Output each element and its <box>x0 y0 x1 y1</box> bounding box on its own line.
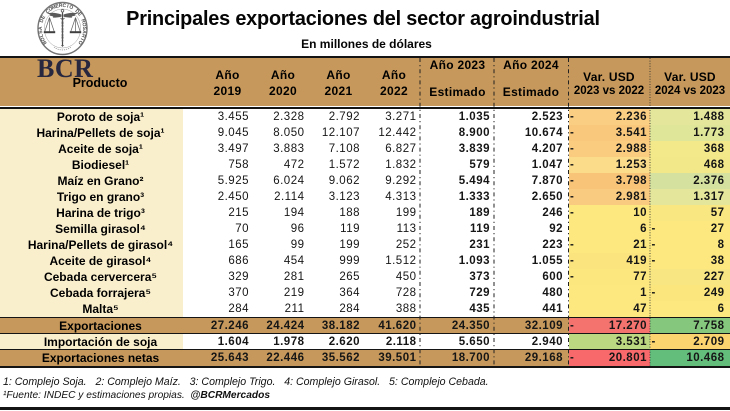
svg-text:C: C <box>45 8 52 15</box>
svg-text:D: D <box>74 8 81 15</box>
svg-text:R: R <box>59 3 63 9</box>
svg-text:E: E <box>76 11 83 18</box>
svg-text:O: O <box>76 39 83 46</box>
svg-text:O: O <box>40 36 47 42</box>
svg-text:S: S <box>38 29 44 34</box>
svg-text:R: R <box>80 33 87 39</box>
svg-text:B: B <box>41 39 48 46</box>
svg-text:I: I <box>66 4 69 10</box>
svg-text:O: O <box>48 6 55 13</box>
svg-text:A: A <box>81 30 87 35</box>
svg-text:O: O <box>80 22 87 27</box>
svg-text:E: E <box>55 3 60 10</box>
svg-text:S: S <box>81 27 87 31</box>
svg-text:M: M <box>51 4 57 11</box>
svg-text:R: R <box>79 18 86 24</box>
svg-text:I: I <box>79 37 85 41</box>
svg-text:A: A <box>38 26 44 30</box>
svg-text:L: L <box>39 33 46 38</box>
svg-text:C: C <box>62 3 66 9</box>
svg-text:D: D <box>39 18 46 24</box>
svg-text:E: E <box>40 14 47 20</box>
svg-text:O: O <box>68 4 74 11</box>
